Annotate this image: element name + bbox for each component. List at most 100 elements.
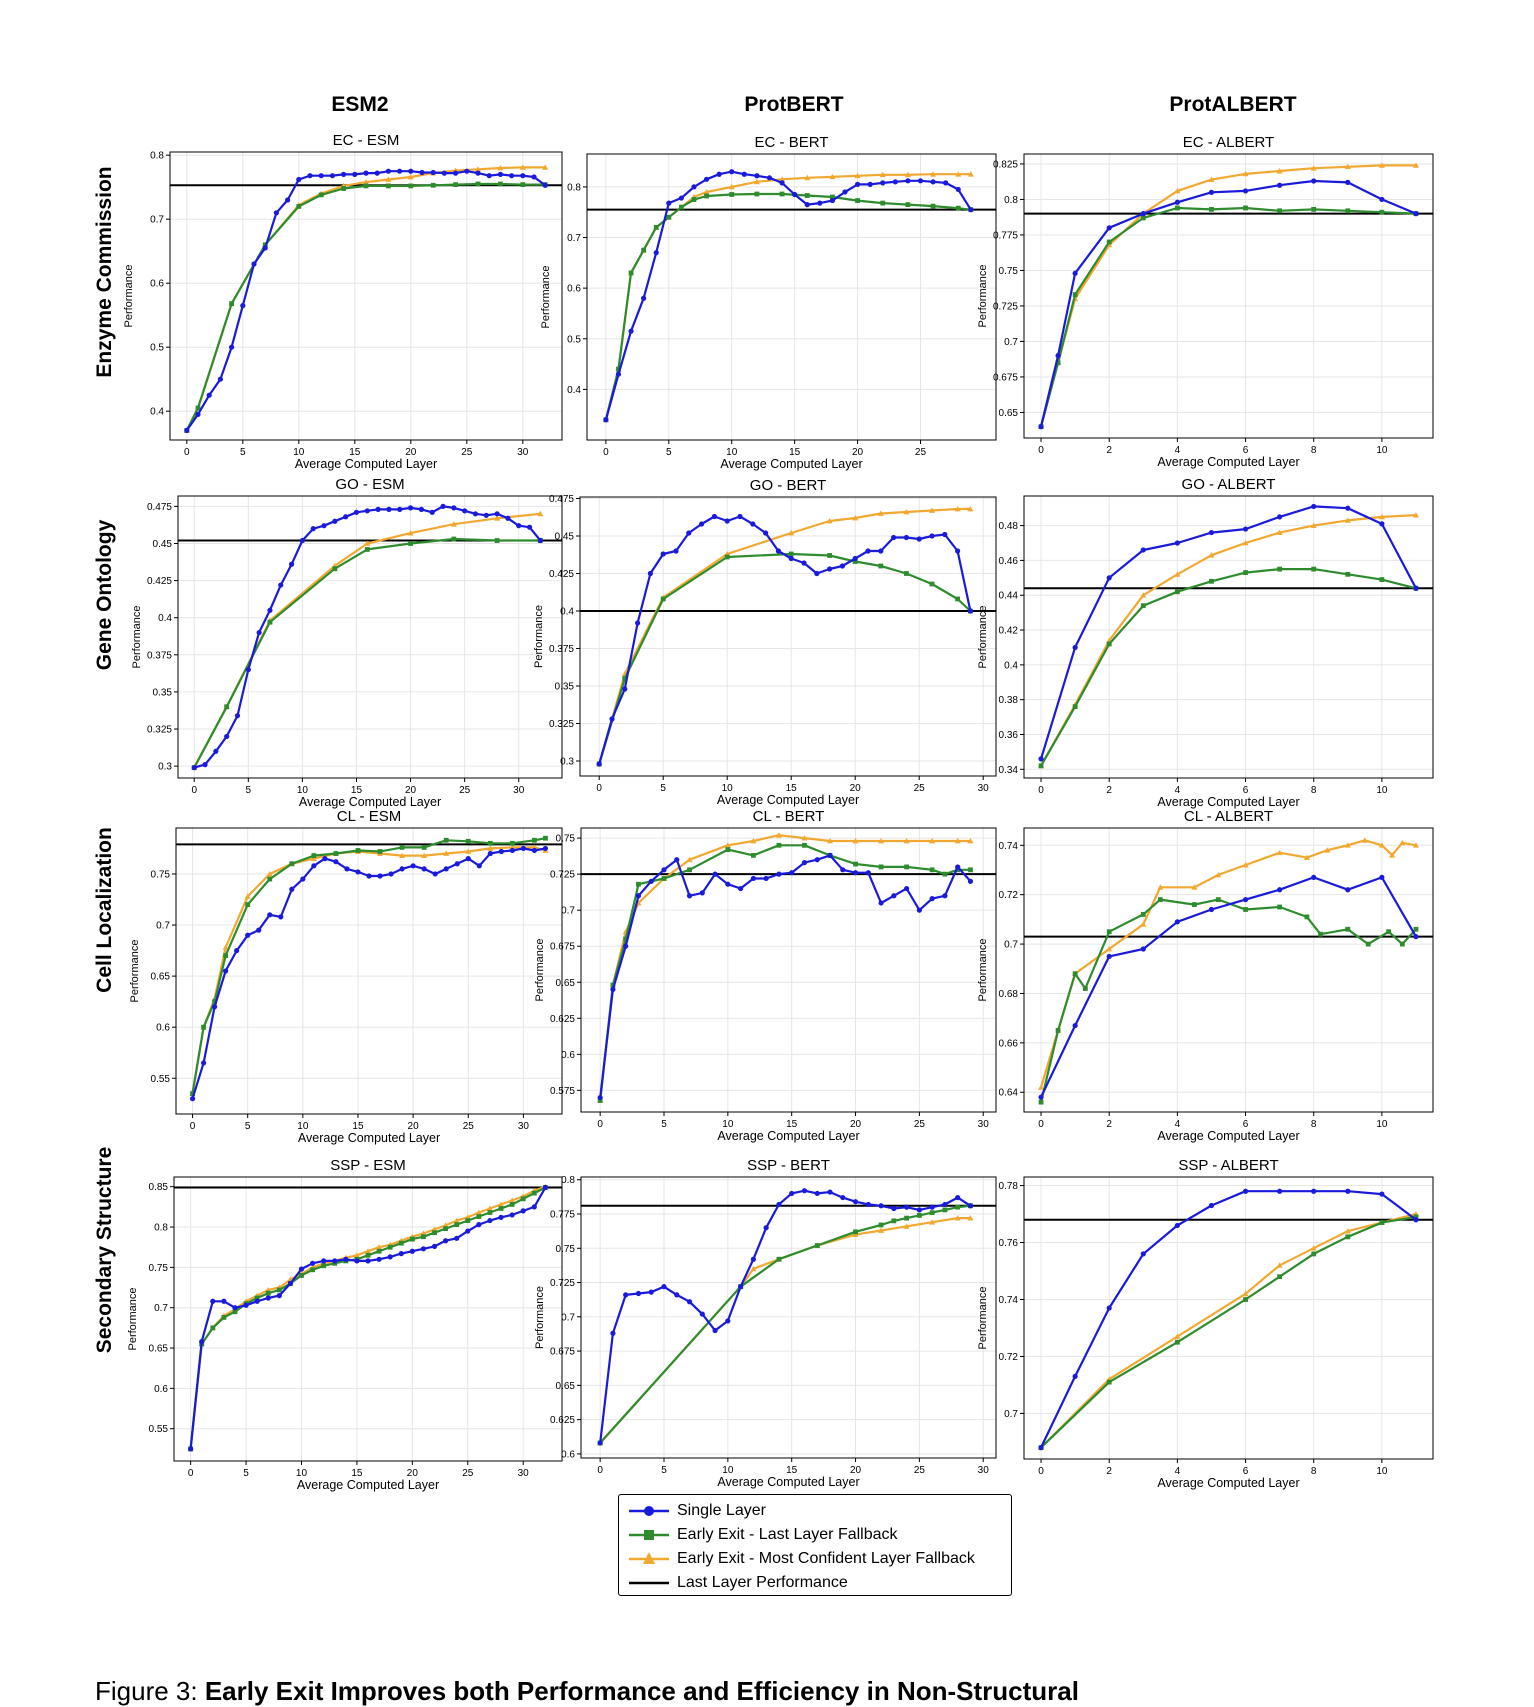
y-tick-label: 0.775	[993, 230, 1018, 241]
data-point	[397, 168, 403, 174]
data-point	[1140, 946, 1146, 952]
y-axis-label: Performance	[977, 265, 989, 328]
data-point	[699, 521, 705, 527]
data-point	[223, 953, 229, 959]
data-point	[262, 245, 268, 251]
data-point	[245, 902, 251, 908]
data-point	[830, 194, 835, 200]
y-tick-label: 0.675	[550, 1347, 575, 1358]
data-point	[597, 1094, 603, 1101]
data-point	[852, 555, 858, 562]
data-point	[498, 1206, 504, 1211]
data-point	[930, 171, 937, 177]
y-tick-label: 0.6	[561, 1449, 575, 1460]
data-point	[1209, 578, 1214, 584]
data-point	[526, 524, 533, 530]
data-point	[880, 180, 886, 186]
series-line	[1039, 179, 1417, 427]
data-point	[267, 607, 273, 613]
data-point	[802, 842, 807, 848]
data-point	[628, 270, 634, 276]
data-point	[647, 570, 654, 577]
x-axis-label: Average Computed Layer	[1157, 455, 1299, 469]
data-point	[728, 183, 735, 190]
data-point	[431, 1243, 438, 1249]
x-tick-label: 0	[191, 785, 197, 796]
x-tick-label: 15	[786, 1119, 798, 1130]
data-point	[827, 837, 833, 844]
data-point	[635, 893, 642, 899]
data-point	[1140, 592, 1147, 598]
y-tick-label: 0.575	[550, 1086, 575, 1097]
data-point	[904, 171, 911, 178]
data-point	[487, 850, 493, 857]
data-point	[221, 1314, 227, 1320]
data-point	[610, 982, 616, 988]
data-point	[531, 1190, 537, 1196]
data-point	[648, 1289, 654, 1295]
data-point	[865, 870, 871, 876]
data-point	[878, 864, 884, 870]
data-point	[498, 1201, 505, 1207]
y-tick-label: 0.625	[550, 1014, 575, 1025]
data-point	[443, 837, 449, 843]
chart-panel: 0 5 10 15 20 25 30 0.575 0.6 0.625 0.65 0.675 0.7 0.7…	[534, 808, 997, 1143]
y-tick-label: 0.36	[999, 730, 1019, 741]
data-point	[321, 523, 327, 529]
y-axis-label: Performance	[131, 606, 143, 669]
data-point	[1208, 552, 1215, 558]
data-point	[1140, 912, 1146, 917]
data-point	[520, 173, 526, 179]
data-point	[421, 866, 427, 872]
x-tick-label: 10	[1376, 785, 1388, 796]
data-point	[1303, 854, 1310, 861]
data-point	[353, 509, 360, 515]
data-point	[451, 505, 457, 511]
data-point	[776, 842, 782, 848]
data-point	[827, 553, 832, 558]
y-tick-label: 0.65	[556, 978, 576, 989]
data-point	[1106, 239, 1112, 245]
data-point	[387, 1244, 393, 1250]
data-point	[332, 518, 338, 524]
data-point	[1208, 176, 1215, 182]
data-point	[674, 1292, 680, 1298]
data-point	[256, 927, 262, 933]
data-point	[1412, 512, 1419, 518]
data-point	[955, 205, 961, 211]
x-tick-label: 25	[914, 783, 926, 794]
data-point	[691, 184, 697, 190]
data-point	[251, 261, 257, 267]
plot-frame	[586, 153, 997, 441]
y-tick-label: 0.425	[549, 569, 574, 580]
data-point	[1413, 934, 1419, 940]
data-point	[954, 506, 961, 512]
data-point	[407, 173, 414, 180]
data-point	[1276, 1262, 1283, 1268]
data-point	[955, 867, 961, 873]
x-tick-label: 15	[786, 783, 798, 794]
y-tick-label: 0.4	[150, 407, 164, 418]
data-point	[1277, 566, 1283, 572]
y-tick-label: 0.8	[154, 1223, 168, 1234]
data-point	[955, 186, 961, 193]
data-point	[917, 178, 924, 184]
data-point	[904, 864, 910, 870]
data-point	[801, 859, 808, 866]
data-point	[430, 182, 436, 188]
data-point	[653, 250, 659, 256]
data-point	[296, 204, 302, 209]
data-point	[343, 514, 349, 520]
series-line	[599, 1216, 971, 1444]
data-point	[1413, 211, 1419, 217]
data-point	[333, 859, 339, 865]
data-point	[852, 870, 859, 876]
data-point	[509, 1197, 516, 1203]
data-point	[1277, 887, 1283, 893]
x-tick-label: 2	[1106, 785, 1112, 796]
data-point	[341, 171, 347, 177]
y-tick-label: 0.7	[1004, 337, 1018, 348]
x-tick-label: 0	[1038, 445, 1044, 456]
data-point	[234, 947, 240, 954]
data-point	[465, 1228, 471, 1234]
